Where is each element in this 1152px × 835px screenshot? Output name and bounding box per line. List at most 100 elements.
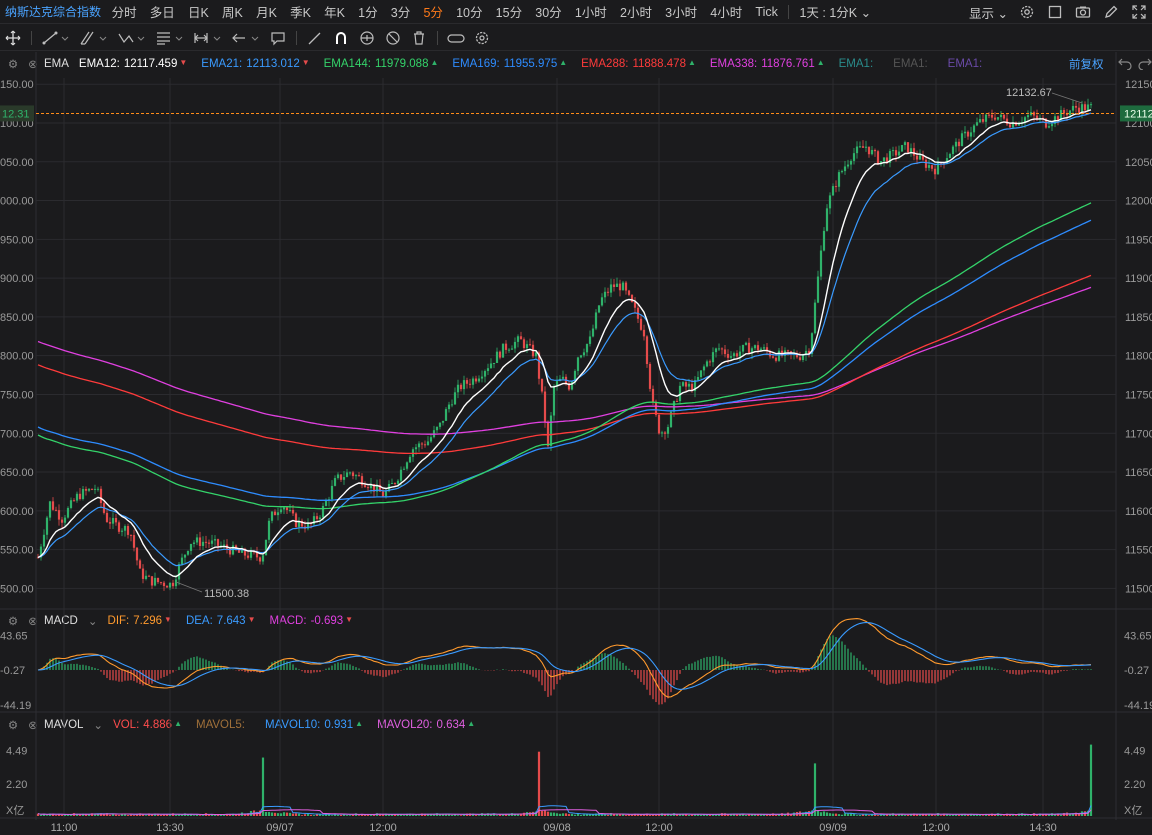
eye-icon[interactable] bbox=[356, 28, 378, 48]
legend-label: MAVOL5: bbox=[195, 719, 245, 731]
channel-tool-icon[interactable] bbox=[77, 28, 111, 48]
volume-bar bbox=[723, 813, 727, 816]
candle-body bbox=[336, 474, 340, 479]
candle-body bbox=[216, 539, 220, 546]
pattern-tool-icon[interactable] bbox=[115, 28, 149, 48]
text-tool-icon[interactable] bbox=[153, 28, 187, 48]
line-tool-icon[interactable] bbox=[39, 28, 73, 48]
indicator-settings-icon[interactable]: ⚙ bbox=[7, 720, 19, 732]
interval-dropdown[interactable]: 1天 : 1分K ⌄ bbox=[793, 2, 877, 21]
candle-body bbox=[51, 501, 55, 510]
measure-tool-icon[interactable] bbox=[191, 28, 225, 48]
volume-bar bbox=[834, 813, 838, 816]
candle-body bbox=[441, 420, 445, 423]
crosshair-icon[interactable] bbox=[2, 28, 24, 48]
trash-icon[interactable] bbox=[408, 28, 430, 48]
period-tab[interactable]: 15分 bbox=[495, 6, 523, 20]
volume-bar bbox=[408, 813, 412, 816]
candle-body bbox=[492, 362, 496, 364]
settings-icon[interactable] bbox=[471, 28, 493, 48]
candle-body bbox=[624, 282, 628, 291]
arrow-tool-icon[interactable] bbox=[229, 28, 263, 48]
volume-bar bbox=[669, 814, 673, 816]
period-tab[interactable]: 30分 bbox=[535, 6, 562, 20]
link-icon[interactable] bbox=[445, 28, 467, 48]
candle-body bbox=[1080, 104, 1084, 113]
period-tab[interactable]: 5分 bbox=[423, 6, 443, 20]
camera-icon[interactable] bbox=[1074, 3, 1092, 21]
volume-bar bbox=[561, 813, 565, 816]
square-icon[interactable] bbox=[1046, 3, 1064, 21]
volume-bar bbox=[690, 814, 694, 816]
brush-icon[interactable] bbox=[304, 28, 326, 48]
indicator-settings-icon[interactable]: ⚙ bbox=[7, 616, 19, 628]
pencil-icon[interactable] bbox=[1102, 3, 1120, 21]
candle-body bbox=[450, 404, 454, 406]
volume-bar bbox=[267, 812, 271, 816]
candle-body bbox=[1071, 105, 1075, 111]
candle-body bbox=[696, 377, 700, 381]
period-tab[interactable]: Tick bbox=[755, 4, 778, 19]
volume-bar bbox=[231, 813, 235, 816]
volume-bar bbox=[780, 813, 784, 816]
fullscreen-icon[interactable] bbox=[1130, 3, 1148, 21]
period-tab[interactable]: 1小时 bbox=[574, 6, 607, 20]
close-indicator-icon[interactable]: ⊗ bbox=[28, 720, 38, 732]
period-tab[interactable]: 季K bbox=[290, 6, 311, 20]
period-tab[interactable]: 3小时 bbox=[665, 6, 698, 20]
candle-body bbox=[930, 165, 934, 169]
period-tab[interactable]: 3分 bbox=[390, 6, 411, 20]
candle-body bbox=[942, 163, 946, 165]
indicator-name[interactable]: EMA bbox=[44, 58, 69, 70]
symbol-title[interactable]: 纳斯达克综合指数 bbox=[5, 5, 102, 19]
candle-body bbox=[267, 520, 271, 540]
adjust-mode-label[interactable]: 前复权 bbox=[1069, 59, 1104, 71]
candle-body bbox=[834, 186, 838, 188]
volume-bar bbox=[543, 810, 547, 816]
volume-bar bbox=[183, 813, 187, 816]
close-indicator-icon[interactable]: ⊗ bbox=[28, 59, 38, 71]
candle-body bbox=[246, 555, 250, 558]
close-indicator-icon[interactable]: ⊗ bbox=[28, 616, 38, 628]
candle-body bbox=[1032, 112, 1036, 116]
price-tick-right: 12150 bbox=[1125, 79, 1152, 91]
candle-body bbox=[369, 483, 373, 489]
period-tab[interactable]: 2小时 bbox=[620, 6, 652, 20]
hide-icon[interactable] bbox=[382, 28, 404, 48]
undo-icon[interactable] bbox=[1118, 56, 1132, 73]
price-tick-right: 11900 bbox=[1125, 273, 1152, 285]
chevron-down-icon[interactable]: ⌄ bbox=[87, 616, 98, 628]
period-tab[interactable]: 10分 bbox=[456, 6, 483, 20]
gear-icon[interactable] bbox=[1018, 3, 1036, 21]
redo-icon[interactable] bbox=[1138, 56, 1152, 73]
chevron-down-icon[interactable]: ⌄ bbox=[93, 720, 104, 732]
volume-bar bbox=[645, 813, 649, 816]
period-tab[interactable]: 4小时 bbox=[710, 6, 743, 20]
period-tab[interactable]: 月K bbox=[256, 6, 277, 20]
candle-body bbox=[888, 151, 892, 163]
period-tab[interactable]: 周K bbox=[222, 6, 243, 20]
indicator-name[interactable]: MAVOL bbox=[44, 719, 84, 731]
comment-icon[interactable] bbox=[267, 28, 289, 48]
candle-body bbox=[567, 383, 571, 390]
period-tab[interactable]: 日K bbox=[188, 6, 209, 20]
period-tab[interactable]: 1分 bbox=[358, 6, 378, 20]
indicator-name[interactable]: MACD bbox=[44, 615, 78, 627]
volume-bar bbox=[570, 813, 574, 816]
volume-bar bbox=[141, 814, 145, 816]
candle-body bbox=[39, 546, 43, 558]
volume-bar bbox=[537, 751, 541, 816]
display-dropdown[interactable]: 显示 ⌄ bbox=[969, 3, 1008, 22]
volume-bar bbox=[504, 813, 508, 816]
period-tab[interactable]: 多日 bbox=[149, 6, 175, 20]
price-tick-left: 150.00 bbox=[0, 79, 34, 91]
time-tick: 09/09 bbox=[819, 822, 847, 834]
candle-body bbox=[1008, 124, 1012, 128]
candle-body bbox=[384, 491, 388, 497]
indicator-settings-icon[interactable]: ⚙ bbox=[7, 59, 19, 71]
period-tab[interactable]: 年K bbox=[324, 6, 345, 20]
magnet-icon[interactable] bbox=[330, 28, 352, 48]
price-tick-right: 11800 bbox=[1125, 351, 1152, 363]
period-tab[interactable]: 分时 bbox=[111, 6, 137, 20]
